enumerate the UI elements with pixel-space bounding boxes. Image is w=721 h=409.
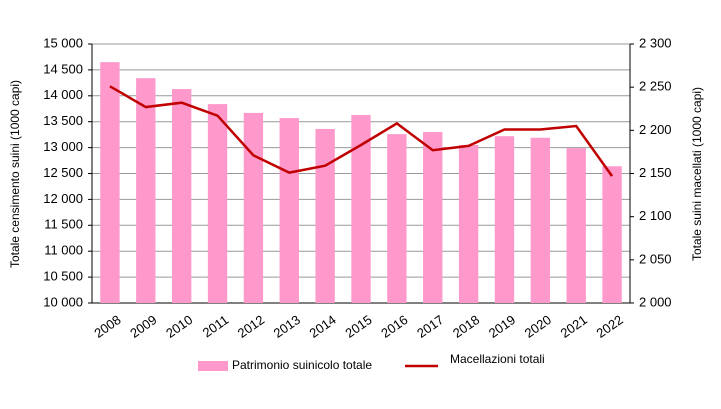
line	[109, 85, 614, 177]
y-tick-label: 13 500	[43, 113, 83, 128]
legend-label: Macellazioni totali	[450, 352, 545, 366]
bar	[602, 166, 622, 303]
bar	[100, 62, 120, 303]
bar	[494, 136, 515, 303]
y-tick-label: 13 000	[43, 139, 83, 154]
x-tick-label: 2011	[200, 312, 232, 340]
bar	[387, 134, 407, 303]
x-tick-label: 2010	[163, 312, 195, 341]
y-axis-title: Totale censimento suini (1000 capi)	[8, 80, 22, 268]
x-tick-label: 2018	[450, 312, 482, 341]
legend-swatch	[198, 361, 228, 371]
x-tick-label: 2019	[486, 312, 518, 341]
x-tick-label: 2016	[378, 312, 410, 341]
bar	[351, 114, 371, 303]
bar	[279, 118, 299, 303]
bar	[243, 112, 264, 303]
y-tick-label: 15 000	[43, 35, 83, 50]
y-tick-label: 11 500	[44, 217, 83, 232]
x-tick-label: 2009	[127, 312, 159, 341]
y-tick-label: 10 000	[43, 294, 83, 309]
x-tick-label: 2020	[522, 312, 554, 341]
y-tick-label: 10 500	[43, 269, 83, 284]
x-tick-label: 2014	[307, 312, 339, 341]
x-tick-label: 2012	[235, 312, 267, 341]
y-tick-label: 14 000	[43, 87, 83, 102]
bar	[315, 128, 335, 303]
y-tick-label: 12 500	[43, 165, 83, 180]
bar	[566, 148, 586, 303]
x-tick-label: 2008	[91, 312, 123, 341]
y2-tick-label: 2 300	[639, 35, 672, 50]
x-tick-label: 2022	[593, 312, 625, 341]
x-tick-label: 2015	[342, 312, 374, 341]
y2-tick-label: 2 000	[639, 294, 672, 309]
bar	[207, 104, 228, 303]
y2-tick-label: 2 250	[639, 79, 672, 94]
y2-axis-title: Totale suini macellati (1000 capi)	[690, 87, 704, 261]
legend-label: Patrimonio suinicolo totale	[232, 358, 372, 372]
y-tick-label: 14 500	[43, 61, 83, 76]
x-tick-label: 2013	[271, 312, 303, 341]
x-tick-label: 2021	[558, 312, 590, 341]
x-tick-label: 2017	[414, 312, 446, 341]
bar	[423, 132, 443, 303]
bar	[458, 145, 479, 303]
bar	[171, 89, 192, 303]
y2-tick-label: 2 050	[639, 251, 672, 266]
y2-tick-label: 2 150	[639, 165, 672, 180]
y2-tick-label: 2 100	[639, 208, 672, 223]
bar	[136, 78, 156, 303]
y-tick-label: 12 000	[43, 191, 83, 206]
y2-tick-label: 2 200	[639, 122, 672, 137]
y-tick-label: 11 000	[44, 243, 83, 258]
bar	[530, 137, 551, 303]
